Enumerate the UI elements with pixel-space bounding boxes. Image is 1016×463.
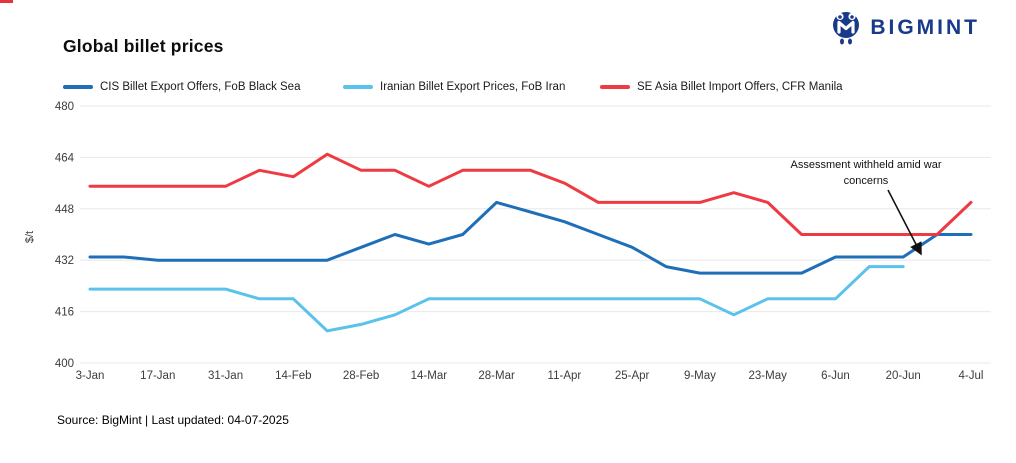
x-tick-label-6-Jun: 6-Jun bbox=[821, 370, 850, 382]
x-tick-label-25-Apr: 25-Apr bbox=[615, 370, 650, 382]
x-tick-label-11-Apr: 11-Apr bbox=[548, 370, 582, 382]
corner-dash bbox=[0, 0, 13, 3]
series-line-2 bbox=[88, 152, 973, 236]
legend-label-seasia: SE Asia Billet Import Offers, CFR Manila bbox=[637, 81, 843, 93]
y-tick-label-480: 480 bbox=[55, 101, 74, 113]
x-tick-label-4-Jul: 4-Jul bbox=[959, 370, 984, 382]
legend-label-iranian: Iranian Billet Export Prices, FoB Iran bbox=[380, 81, 566, 93]
series-line-0 bbox=[88, 200, 973, 275]
annotation-line1: Assessment withheld amid war bbox=[790, 159, 941, 171]
x-tick-label-17-Jan: 17-Jan bbox=[140, 370, 175, 382]
bigmint-logo-text: BIGMINT bbox=[870, 16, 980, 39]
x-tick-label-31-Jan: 31-Jan bbox=[208, 370, 243, 382]
x-tick-label-14-Feb: 14-Feb bbox=[275, 370, 311, 382]
page-title: Global billet prices bbox=[63, 36, 224, 56]
x-tick-label-28-Mar: 28-Mar bbox=[478, 370, 515, 382]
legend-swatch-cis bbox=[63, 85, 93, 89]
bigmint-logo: BIGMINT bbox=[829, 10, 980, 46]
legend-item-cis: CIS Billet Export Offers, FoB Black Sea bbox=[63, 81, 300, 93]
y-axis-title: $/t bbox=[24, 231, 36, 243]
x-tick-label-28-Feb: 28-Feb bbox=[343, 370, 379, 382]
x-tick-label-9-May: 9-May bbox=[684, 370, 716, 382]
series-line-1 bbox=[88, 265, 905, 333]
annotation-line2: concerns bbox=[844, 175, 889, 187]
bigmint-logo-icon bbox=[833, 12, 860, 45]
y-tick-label-432: 432 bbox=[55, 255, 74, 267]
source-note: Source: BigMint | Last updated: 04-07-20… bbox=[57, 413, 289, 427]
legend-item-iranian: Iranian Billet Export Prices, FoB Iran bbox=[343, 81, 565, 93]
x-tick-label-14-Mar: 14-Mar bbox=[411, 370, 448, 382]
y-tick-label-416: 416 bbox=[55, 307, 74, 319]
legend-label-cis: CIS Billet Export Offers, FoB Black Sea bbox=[100, 81, 301, 93]
y-tick-label-464: 464 bbox=[55, 152, 75, 164]
x-tick-label-20-Jun: 20-Jun bbox=[886, 370, 921, 382]
y-tick-label-448: 448 bbox=[55, 204, 74, 216]
legend-item-seasia: SE Asia Billet Import Offers, CFR Manila bbox=[600, 81, 843, 93]
annotation-arrow bbox=[887, 189, 922, 256]
x-tick-label-3-Jan: 3-Jan bbox=[76, 370, 105, 382]
x-tick-label-23-May: 23-May bbox=[749, 370, 788, 382]
legend-swatch-seasia bbox=[600, 85, 630, 89]
y-tick-label-400: 400 bbox=[55, 358, 74, 370]
legend-swatch-iranian bbox=[343, 85, 373, 89]
